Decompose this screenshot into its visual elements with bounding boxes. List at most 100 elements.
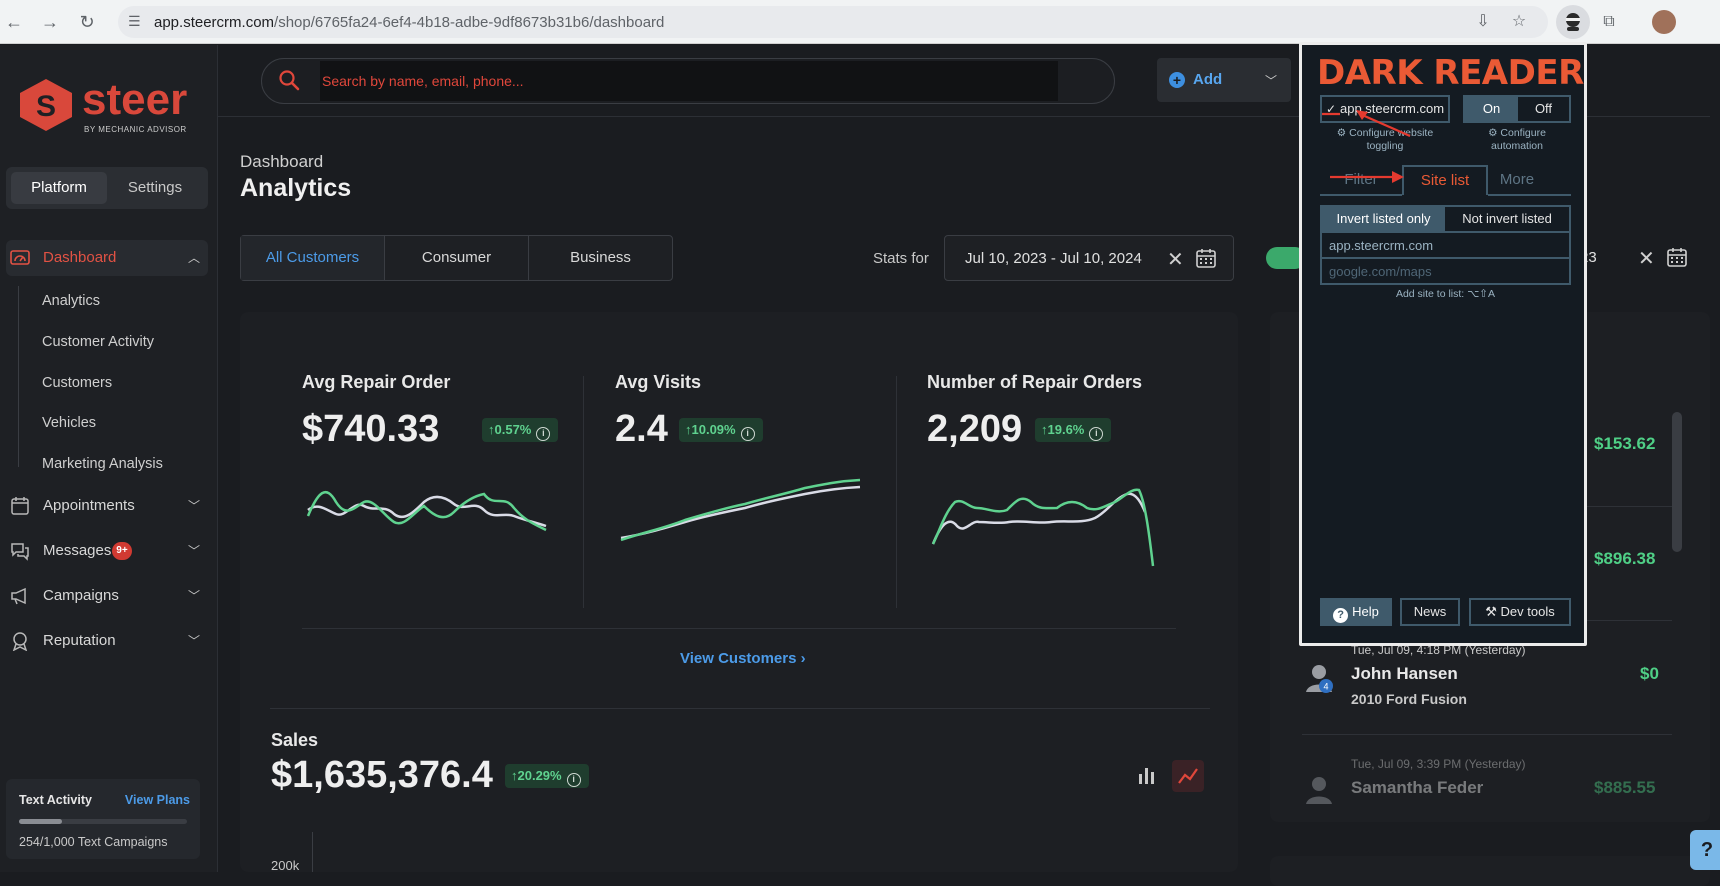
- tab-consumer[interactable]: Consumer: [385, 236, 529, 280]
- platform-settings-switch: Platform Settings: [6, 167, 208, 209]
- metric-change-badge: ↑0.57% i: [482, 418, 559, 442]
- chevron-down-icon[interactable]: ﹀: [1264, 74, 1277, 88]
- metric-value: 2,209: [927, 408, 1023, 450]
- metric-divider: [583, 376, 584, 608]
- help-widget-button[interactable]: ?: [1690, 830, 1720, 870]
- calendar-icon[interactable]: [1666, 246, 1688, 268]
- sidebar-item-reputation[interactable]: Reputation ﹀: [0, 623, 208, 659]
- activity-amount: $153.62: [1594, 434, 1656, 453]
- platform-tab[interactable]: Platform: [11, 172, 107, 204]
- megaphone-icon: [10, 586, 30, 606]
- lower-panel: [1270, 856, 1710, 886]
- add-button-label: Add: [1193, 71, 1223, 88]
- info-icon[interactable]: i: [740, 427, 755, 441]
- metric-title: Number of Repair Orders: [927, 372, 1143, 392]
- configure-automation-link[interactable]: ⚙ Configure automation: [1463, 127, 1571, 153]
- tab-filter[interactable]: Filter: [1344, 171, 1378, 188]
- search-bar: [261, 58, 1115, 104]
- metric-value: 2.4: [615, 408, 668, 450]
- stats-for-label: Stats for: [873, 250, 929, 267]
- activity-scrollbar[interactable]: [1672, 412, 1682, 552]
- line-chart-toggle[interactable]: [1172, 760, 1204, 792]
- off-button[interactable]: Off: [1534, 101, 1553, 116]
- info-icon[interactable]: i: [1089, 427, 1104, 441]
- profile-avatar[interactable]: [1652, 10, 1676, 34]
- date-range-picker[interactable]: Jul 10, 2023 - Jul 10, 2024 ✕: [944, 235, 1234, 281]
- tab-all-customers[interactable]: All Customers: [241, 236, 385, 280]
- activity-amount: $896.38: [1594, 549, 1656, 568]
- settings-tab[interactable]: Settings: [127, 179, 183, 196]
- metric-change-value: 19.6%: [1047, 422, 1085, 437]
- configure-automation-label: Configure automation: [1491, 127, 1546, 152]
- not-invert-listed-button[interactable]: Not invert listed: [1462, 211, 1552, 226]
- metrics-card: Avg Repair Order $740.33 ↑0.57% i Avg Vis…: [240, 312, 1238, 873]
- chevron-down-icon: ﹀: [187, 544, 200, 558]
- bookmark-star-icon[interactable]: ☆: [1511, 13, 1527, 30]
- checkmark-icon: ✓: [1326, 102, 1337, 116]
- reload-icon[interactable]: ↻: [79, 12, 95, 32]
- header-divider: [218, 116, 1710, 117]
- annotation-arrow-icon: [1330, 171, 1404, 183]
- metric-change-value: 10.09%: [691, 422, 736, 437]
- on-button[interactable]: On: [1465, 97, 1518, 121]
- site-list-new-entry[interactable]: [1320, 259, 1571, 285]
- view-customers-label: View Customers: [680, 650, 797, 667]
- back-arrow-icon[interactable]: ←: [5, 12, 23, 32]
- view-plans-link[interactable]: View Plans: [124, 793, 190, 807]
- clear-date-icon[interactable]: ✕: [1167, 249, 1184, 271]
- metric-value: $740.33: [302, 408, 440, 450]
- sidebar-subitem-marketing-analysis[interactable]: Marketing Analysis: [42, 456, 163, 472]
- sales-change-value: 20.29%: [517, 768, 562, 783]
- chat-bubbles-icon: [10, 541, 30, 561]
- bar-chart-toggle[interactable]: [1131, 760, 1163, 792]
- wrench-icon: ⚒: [1485, 604, 1497, 619]
- sidebar-item-dashboard[interactable]: Dashboard ︿: [6, 240, 208, 276]
- calendar-icon[interactable]: [1195, 247, 1217, 269]
- metric-change-badge: ↑19.6% i: [1035, 418, 1112, 442]
- info-icon[interactable]: i: [566, 773, 581, 787]
- search-input[interactable]: [320, 61, 1058, 101]
- toggle-switch[interactable]: [1266, 247, 1306, 269]
- sidebar-subitem-customers[interactable]: Customers: [42, 375, 113, 391]
- calendar-icon: [10, 496, 30, 516]
- add-button[interactable]: + Add ﹀: [1157, 58, 1291, 102]
- sidebar-subitem-customer-activity[interactable]: Customer Activity: [42, 334, 154, 350]
- add-site-hint: Add site to list: ⌥⇧A: [1395, 288, 1496, 300]
- configure-website-toggling-link[interactable]: ⚙ Configure website toggling: [1320, 127, 1450, 153]
- sidebar-subitem-analytics[interactable]: Analytics: [42, 293, 101, 309]
- dark-reader-extension-icon[interactable]: [1556, 5, 1590, 39]
- dev-tools-button[interactable]: ⚒ Dev tools: [1469, 598, 1571, 626]
- clear-date-icon[interactable]: ✕: [1638, 248, 1655, 270]
- sidebar-item-label: Appointments: [43, 497, 135, 514]
- invert-listed-only-button[interactable]: Invert listed only: [1322, 207, 1445, 231]
- avg-repair-order-sparkline: [306, 490, 547, 532]
- extensions-puzzle-icon[interactable]: ⧉: [1603, 13, 1615, 30]
- metric-divider: [896, 376, 897, 608]
- tab-site-list[interactable]: Site list: [1402, 165, 1488, 195]
- info-icon[interactable]: i: [536, 427, 551, 441]
- news-button[interactable]: News: [1400, 598, 1460, 626]
- sidebar-item-campaigns[interactable]: Campaigns ﹀: [0, 578, 208, 614]
- site-settings-icon[interactable]: ☰: [128, 13, 141, 29]
- dark-reader-title: DARK READER: [1317, 53, 1584, 93]
- view-customers-link[interactable]: View Customers ›: [680, 650, 806, 667]
- install-app-icon[interactable]: ⇩: [1476, 13, 1490, 30]
- on-off-switch: On Off: [1463, 95, 1571, 123]
- search-icon: [279, 70, 300, 91]
- tab-business[interactable]: Business: [570, 249, 631, 266]
- forward-arrow-icon[interactable]: →: [41, 12, 59, 32]
- address-bar[interactable]: ☰ app.steercrm.com/shop/6765fa24-6ef4-4b…: [118, 6, 1548, 38]
- url-text[interactable]: app.steercrm.com/shop/6765fa24-6ef4-4b18…: [154, 14, 664, 31]
- steer-logo-icon: S: [20, 79, 72, 131]
- sidebar-item-appointments[interactable]: Appointments ﹀: [0, 488, 208, 524]
- tab-more[interactable]: More: [1499, 171, 1535, 188]
- sidebar-item-messages[interactable]: Messages 9+ ﹀: [0, 533, 208, 569]
- url-host: app.steercrm.com: [154, 14, 275, 31]
- sidebar-item-label: Dashboard: [43, 249, 117, 266]
- activity-amount: $0: [1640, 664, 1659, 683]
- award-ribbon-icon: [10, 631, 30, 652]
- sidebar-subitem-vehicles[interactable]: Vehicles: [42, 415, 97, 431]
- site-list-entry[interactable]: [1320, 233, 1571, 259]
- svg-text:S: S: [36, 90, 56, 123]
- help-button[interactable]: ? Help: [1320, 598, 1392, 626]
